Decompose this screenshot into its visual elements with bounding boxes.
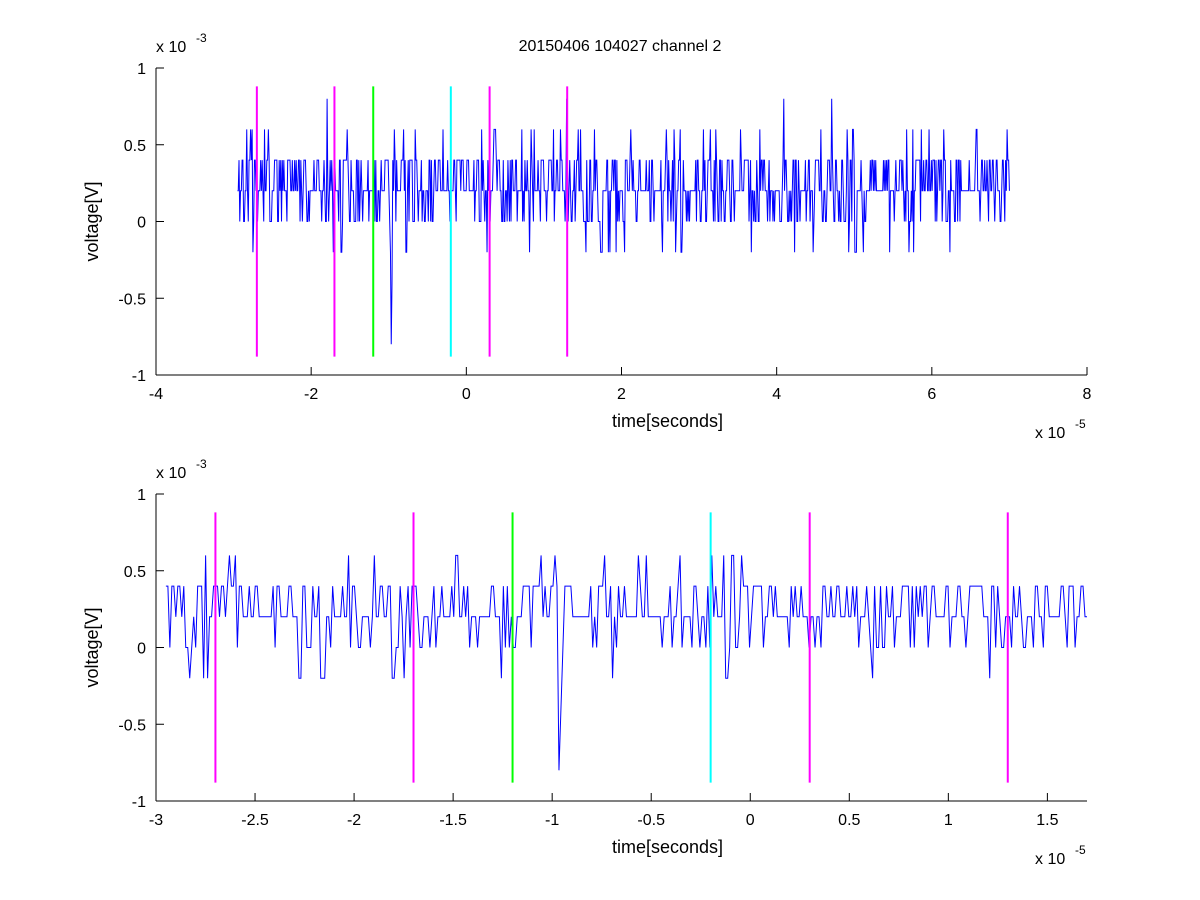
y-tick-label: 0.5 (124, 138, 146, 155)
x-tick-label: -0.5 (637, 812, 665, 829)
x-exponent-power: -5 (1075, 843, 1086, 857)
signal-trace (237, 98, 1010, 345)
y-exponent-label: x 10 (156, 465, 186, 482)
x-tick-label: 0.5 (838, 812, 860, 829)
y-tick-label: -0.5 (118, 717, 146, 734)
y-tick-label: 0.5 (124, 564, 146, 581)
y-tick-label: 0 (137, 641, 146, 658)
x-tick-label: 0 (746, 812, 755, 829)
x-tick-label: 2 (617, 386, 626, 403)
x-tick-label: -3 (149, 812, 163, 829)
bottom-plot: -3 -2.5 -2 -1.5 -1 -0.5 0 0.5 1 1.5 -1 -0.5 0 0.5 1 tim… (82, 457, 1087, 868)
x-tick-label: -1 (545, 812, 559, 829)
x-exponent-power: -5 (1075, 417, 1086, 431)
y-axis-label: voltage[V] (82, 607, 102, 687)
x-tick-label: 6 (927, 386, 936, 403)
x-axis-label: time[seconds] (612, 411, 723, 431)
x-tick-label: -1.5 (439, 812, 467, 829)
x-exponent-label: x 10 (1035, 851, 1065, 868)
y-axis-label: voltage[V] (82, 181, 102, 261)
x-exponent-label: x 10 (1035, 425, 1065, 442)
x-tick-label: 0 (462, 386, 471, 403)
plot-area (156, 494, 1087, 801)
y-exponent-power: -3 (196, 457, 207, 471)
x-tick-label: -2 (347, 812, 361, 829)
y-tick-label: 0 (137, 215, 146, 232)
x-tick-label: -2.5 (241, 812, 269, 829)
x-tick-label: 1.5 (1036, 812, 1058, 829)
y-tick-label: -1 (132, 368, 146, 385)
x-tick-label: 4 (772, 386, 781, 403)
chart-title: 20150406 104027 channel 2 (519, 38, 722, 55)
x-tick-label: -2 (304, 386, 318, 403)
plot-area (156, 68, 1087, 375)
x-tick-label: -4 (149, 386, 163, 403)
y-exponent-power: -3 (196, 31, 207, 45)
y-tick-label: -0.5 (118, 291, 146, 308)
y-exponent-label: x 10 (156, 39, 186, 56)
x-tick-label: 8 (1083, 386, 1092, 403)
x-tick-label: 1 (944, 812, 953, 829)
y-tick-label: 1 (137, 61, 146, 78)
top-plot: -4 -2 0 2 4 6 8 -1 -0.5 0 0.5 1 time[seconds] voltage… (82, 31, 1092, 442)
y-tick-label: -1 (132, 794, 146, 811)
x-axis-label: time[seconds] (612, 837, 723, 857)
signal-trace (165, 554, 1087, 771)
y-tick-label: 1 (137, 487, 146, 504)
